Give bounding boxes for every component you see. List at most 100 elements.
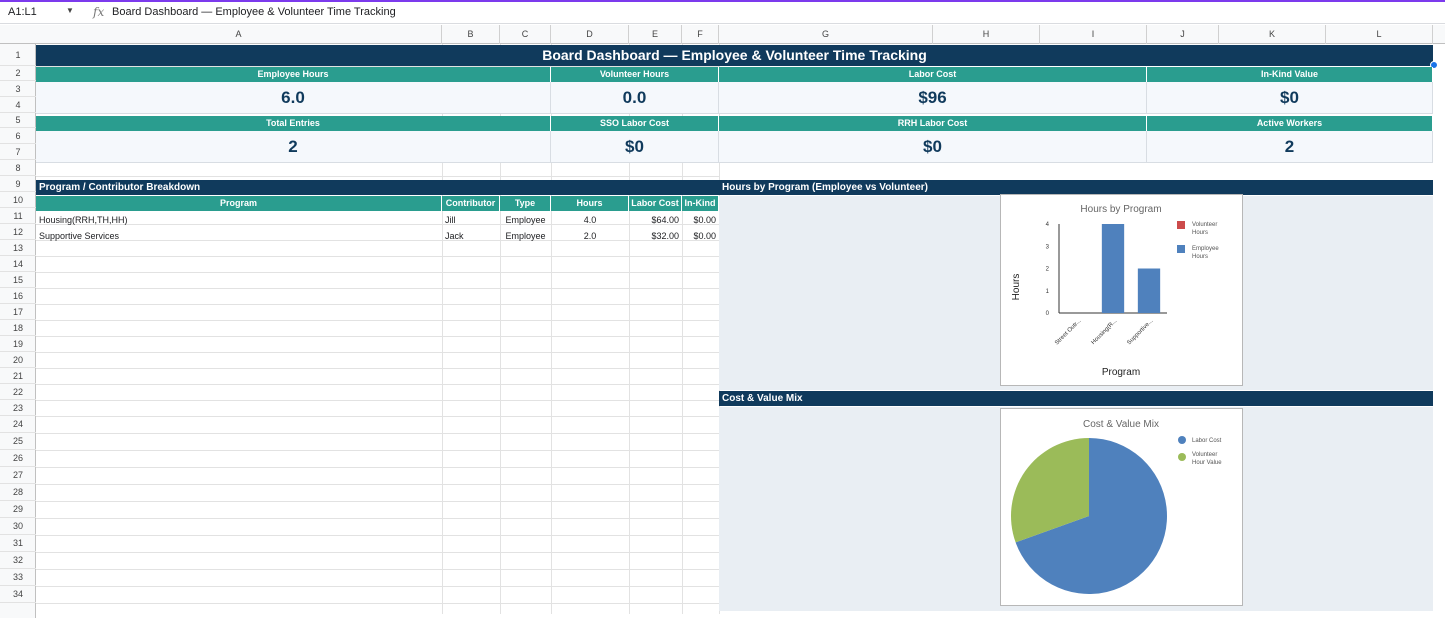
- header-program[interactable]: Program: [36, 196, 442, 211]
- header-contributor[interactable]: Contributor: [442, 196, 500, 211]
- kpi-value-rrh-labor-cost[interactable]: $0: [719, 131, 1147, 163]
- kpi-label-active-workers[interactable]: Active Workers: [1147, 116, 1433, 131]
- row-header-31[interactable]: 31: [0, 535, 36, 552]
- table-cell[interactable]: Employee: [505, 215, 546, 225]
- kpi-label-employee-hours[interactable]: Employee Hours: [36, 67, 551, 82]
- kpi-value-volunteer-hours[interactable]: 0.0: [551, 82, 719, 114]
- row-header-2[interactable]: 2: [0, 66, 36, 81]
- legend-swatch: [1177, 221, 1185, 229]
- header-labor-cost[interactable]: Labor Cost: [629, 196, 682, 211]
- kpi-label-in-kind-value[interactable]: In-Kind Value: [1147, 67, 1433, 82]
- selection-handle[interactable]: [1430, 61, 1438, 69]
- kpi-value-in-kind-value[interactable]: $0: [1147, 82, 1433, 114]
- row-gridline: [36, 552, 719, 553]
- row-header-12[interactable]: 12: [0, 224, 36, 240]
- row-header-20[interactable]: 20: [0, 352, 36, 368]
- column-header-a[interactable]: A: [36, 25, 442, 44]
- row-header-30[interactable]: 30: [0, 518, 36, 535]
- row-header-23[interactable]: 23: [0, 400, 36, 416]
- row-header-27[interactable]: 27: [0, 467, 36, 484]
- header-type[interactable]: Type: [500, 196, 551, 211]
- table-cell[interactable]: Housing(RRH,TH,HH): [39, 215, 128, 225]
- breakdown-section-title[interactable]: Program / Contributor Breakdown: [36, 180, 719, 195]
- column-header-l[interactable]: L: [1326, 25, 1433, 44]
- table-cell[interactable]: 4.0: [583, 215, 597, 225]
- row-header-11[interactable]: 11: [0, 208, 36, 224]
- row-header-5[interactable]: 5: [0, 113, 36, 128]
- row-header-32[interactable]: 32: [0, 552, 36, 569]
- chart-title: Hours by Program: [1080, 204, 1161, 215]
- row-gridline: [36, 603, 719, 604]
- table-cell[interactable]: $32.00: [651, 231, 679, 241]
- row-header-19[interactable]: 19: [0, 336, 36, 352]
- row-header-26[interactable]: 26: [0, 450, 36, 467]
- column-header-i[interactable]: I: [1040, 25, 1147, 44]
- row-gridline: [36, 288, 719, 289]
- row-header-13[interactable]: 13: [0, 240, 36, 256]
- header-in-kind[interactable]: In-Kind: [682, 196, 719, 211]
- row-header-10[interactable]: 10: [0, 192, 36, 208]
- row-header-18[interactable]: 18: [0, 320, 36, 336]
- column-header-b[interactable]: B: [442, 25, 500, 44]
- row-header-21[interactable]: 21: [0, 368, 36, 384]
- column-header-d[interactable]: D: [551, 25, 629, 44]
- column-header-g[interactable]: G: [719, 25, 933, 44]
- column-header-f[interactable]: F: [682, 25, 719, 44]
- hours-section-title[interactable]: Hours by Program (Employee vs Volunteer): [719, 180, 1433, 195]
- table-cell[interactable]: $0.00: [693, 231, 716, 241]
- row-header-34[interactable]: 34: [0, 586, 36, 603]
- kpi-label-rrh-labor-cost[interactable]: RRH Labor Cost: [719, 116, 1147, 131]
- x-tick-label: Street Outr...: [1054, 318, 1083, 347]
- chevron-down-icon[interactable]: ▼: [66, 6, 74, 15]
- row-header-25[interactable]: 25: [0, 433, 36, 450]
- hours-bar-chart-svg: Hours by Program 0 1 2 3 4 Street Outr... Housi…: [1011, 204, 1219, 378]
- kpi-value-total-entries[interactable]: 2: [36, 131, 551, 163]
- row-header-15[interactable]: 15: [0, 272, 36, 288]
- column-header-h[interactable]: H: [933, 25, 1040, 44]
- cost-section-title[interactable]: Cost & Value Mix: [719, 391, 1433, 406]
- kpi-label-volunteer-hours[interactable]: Volunteer Hours: [551, 67, 719, 82]
- kpi-label-labor-cost[interactable]: Labor Cost: [719, 67, 1147, 82]
- row-header-24[interactable]: 24: [0, 416, 36, 433]
- table-cell[interactable]: $64.00: [651, 215, 679, 225]
- row-gridline: [36, 518, 719, 519]
- row-header-14[interactable]: 14: [0, 256, 36, 272]
- column-header-c[interactable]: C: [500, 25, 551, 44]
- kpi-label-sso-labor-cost[interactable]: SSO Labor Cost: [551, 116, 719, 131]
- row-header-16[interactable]: 16: [0, 288, 36, 304]
- table-cell[interactable]: Jill: [445, 215, 456, 225]
- y-tick-label: 2: [1046, 267, 1050, 273]
- row-header-6[interactable]: 6: [0, 128, 36, 144]
- row-header-1[interactable]: 1: [0, 44, 36, 66]
- row-header-33[interactable]: 33: [0, 569, 36, 586]
- header-hours[interactable]: Hours: [551, 196, 629, 211]
- cost-pie-chart[interactable]: Cost & Value Mix Labor Cost Volunteer Hour …: [1000, 408, 1243, 606]
- formula-bar: A1:L1 ▼ fx Board Dashboard — Employee & …: [0, 2, 1445, 24]
- row-header-3[interactable]: 3: [0, 81, 36, 97]
- column-header-e[interactable]: E: [629, 25, 682, 44]
- hours-bar-chart[interactable]: Hours by Program 0 1 2 3 4 Street Outr... Housi…: [1000, 194, 1243, 386]
- kpi-value-sso-labor-cost[interactable]: $0: [551, 131, 719, 163]
- dashboard-title[interactable]: Board Dashboard — Employee & Volunteer T…: [36, 45, 1433, 66]
- kpi-value-employee-hours[interactable]: 6.0: [36, 82, 551, 114]
- row-header-22[interactable]: 22: [0, 384, 36, 400]
- kpi-value-active-workers[interactable]: 2: [1147, 131, 1433, 163]
- column-header-k[interactable]: K: [1219, 25, 1326, 44]
- kpi-value-labor-cost[interactable]: $96: [719, 82, 1147, 114]
- table-cell[interactable]: $0.00: [693, 215, 716, 225]
- row-header-28[interactable]: 28: [0, 484, 36, 501]
- column-header-j[interactable]: J: [1147, 25, 1219, 44]
- table-cell[interactable]: Jack: [445, 231, 464, 241]
- row-header-8[interactable]: 8: [0, 160, 36, 176]
- row-header-9[interactable]: 9: [0, 176, 36, 192]
- kpi-label-total-entries[interactable]: Total Entries: [36, 116, 551, 131]
- table-cell[interactable]: Employee: [505, 231, 546, 241]
- row-header-29[interactable]: 29: [0, 501, 36, 518]
- name-box[interactable]: A1:L1: [8, 6, 37, 18]
- formula-input[interactable]: Board Dashboard — Employee & Volunteer T…: [112, 6, 396, 18]
- row-header-17[interactable]: 17: [0, 304, 36, 320]
- table-cell[interactable]: Supportive Services: [39, 231, 120, 241]
- table-cell[interactable]: 2.0: [583, 231, 597, 241]
- row-header-4[interactable]: 4: [0, 97, 36, 113]
- row-header-7[interactable]: 7: [0, 144, 36, 160]
